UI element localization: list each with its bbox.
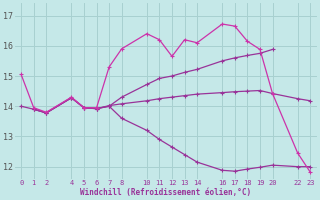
X-axis label: Windchill (Refroidissement éolien,°C): Windchill (Refroidissement éolien,°C) (80, 188, 251, 197)
